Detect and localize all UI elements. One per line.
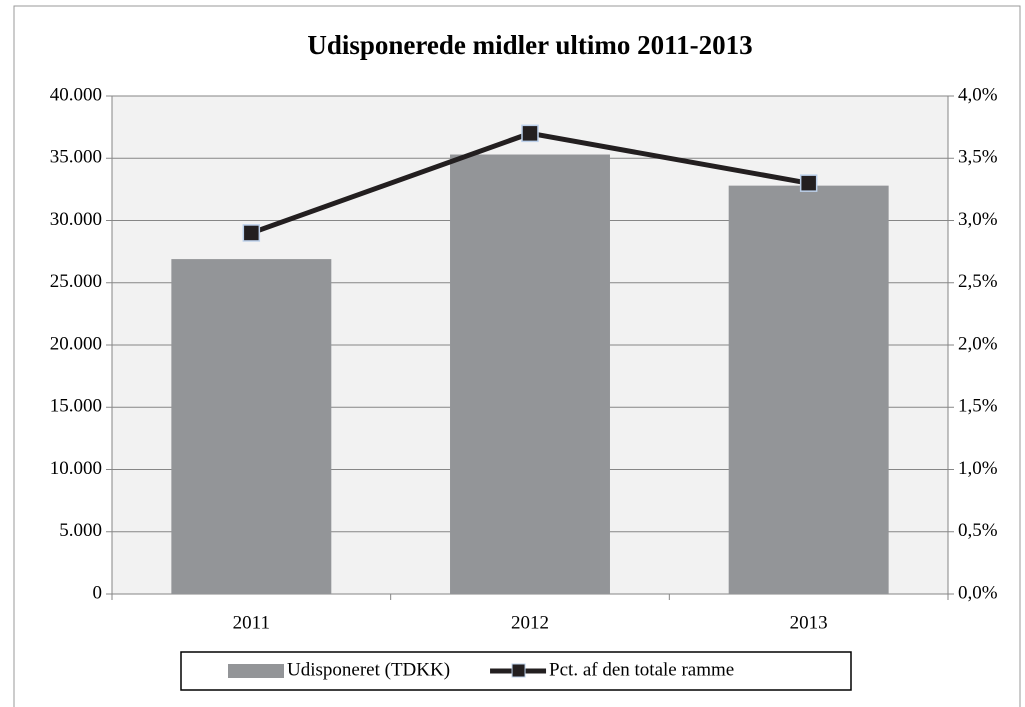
y-tick-label: 0 [93, 582, 103, 603]
line-marker [521, 124, 539, 143]
y-tick-label: 10.000 [50, 458, 102, 479]
legend-label: Udisponeret (TDKK) [287, 659, 450, 680]
bar [728, 185, 889, 594]
line-marker [799, 174, 818, 192]
y2-tick-label: 0,0% [958, 582, 998, 603]
y-tick-label: 5.000 [59, 520, 102, 541]
y-tick-label: 40.000 [50, 84, 102, 105]
y2-tick-label: 2,5% [958, 271, 998, 292]
line-marker [242, 224, 261, 242]
x-tick-label: 2013 [790, 612, 828, 633]
y2-tick-label: 2,0% [958, 333, 998, 354]
legend-swatch [228, 664, 284, 678]
y-tick-label: 30.000 [50, 209, 102, 230]
x-tick-label: 2011 [233, 612, 270, 633]
bar [450, 154, 610, 594]
y2-tick-label: 3,5% [958, 147, 998, 168]
y-tick-label: 35.000 [50, 147, 102, 168]
y2-tick-label: 3,0% [958, 209, 998, 230]
y-tick-label: 25.000 [50, 271, 102, 292]
chart-title: Udisponerede midler ultimo 2011-2013 [307, 30, 752, 60]
y2-tick-label: 1,0% [958, 458, 998, 479]
y2-tick-label: 4,0% [958, 84, 998, 105]
y-tick-label: 20.000 [50, 333, 102, 354]
y2-tick-label: 0,5% [958, 520, 998, 541]
y-tick-label: 15.000 [50, 396, 102, 417]
y2-tick-label: 1,5% [958, 396, 998, 417]
legend-label: Pct. af den totale ramme [549, 659, 734, 680]
x-tick-label: 2012 [511, 612, 549, 633]
legend-swatch-marker [511, 663, 526, 678]
bar [171, 259, 332, 594]
